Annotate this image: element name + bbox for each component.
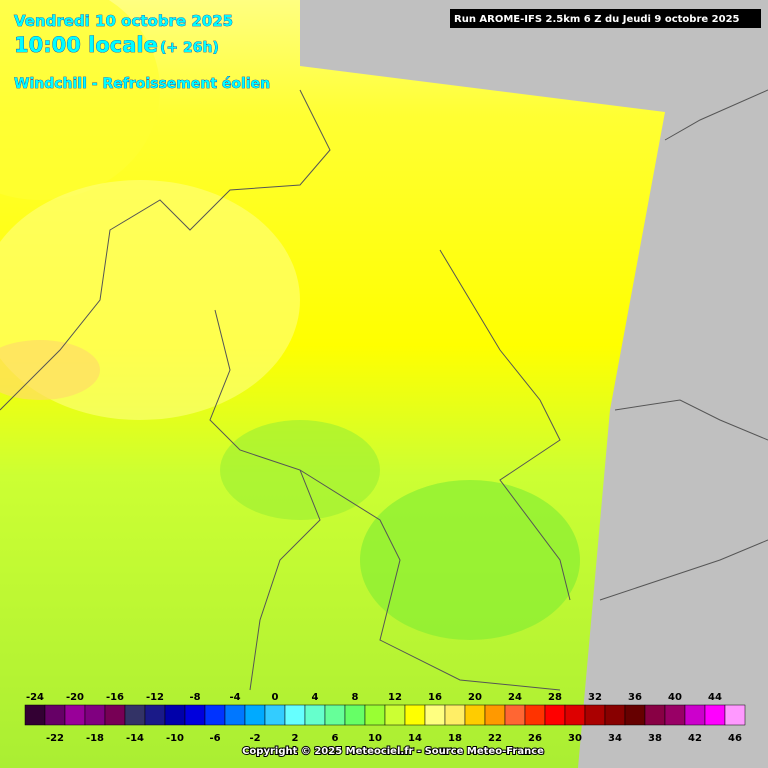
legend: -24-22-20-18-16-14-12-10-8-6-4-202468101… [24,692,746,744]
legend-swatch [644,704,666,726]
legend-swatch [684,704,706,726]
legend-label: 36 [628,692,642,703]
legend-label: -6 [209,733,220,744]
legend-label: 30 [568,733,582,744]
legend-label: 42 [688,733,702,744]
legend-label: 38 [648,733,662,744]
legend-label: 14 [408,733,422,744]
date: Vendredi 10 octobre 2025 [14,12,233,30]
field-area [360,480,580,640]
legend-label: 34 [608,733,622,744]
legend-swatch [364,704,386,726]
field-area [0,0,160,200]
legend-label: -12 [146,692,164,703]
legend-swatch [64,704,86,726]
legend-label: 46 [728,733,742,744]
legend-swatch [444,704,466,726]
legend-swatch [544,704,566,726]
legend-label: 10 [368,733,382,744]
legend-swatch [164,704,186,726]
legend-swatch [464,704,486,726]
legend-label: 0 [272,692,279,703]
legend-label: -16 [106,692,124,703]
legend-swatch [664,704,686,726]
legend-label: 18 [448,733,462,744]
legend-label: 22 [488,733,502,744]
legend-swatch [524,704,546,726]
legend-swatch [84,704,106,726]
legend-swatch [244,704,266,726]
legend-swatch [264,704,286,726]
legend-label: 2 [292,733,299,744]
legend-label: -4 [229,692,240,703]
legend-label: 20 [468,692,482,703]
legend-label: 6 [332,733,339,744]
legend-label: -14 [126,733,144,744]
legend-label: -8 [189,692,200,703]
legend-swatch [284,704,306,726]
legend-label: -24 [26,692,44,703]
legend-swatch [304,704,326,726]
legend-swatch [564,704,586,726]
legend-label: -2 [249,733,260,744]
parameter: Windchill - Refroissement éolien [14,76,270,92]
legend-label: 12 [388,692,402,703]
legend-swatch [104,704,126,726]
legend-label: -22 [46,733,64,744]
legend-swatch [344,704,366,726]
legend-swatch [44,704,66,726]
legend-label: 28 [548,692,562,703]
legend-label: 4 [312,692,319,703]
lead-time: (+ 26h) [160,40,219,56]
legend-label: 16 [428,692,442,703]
legend-swatch [224,704,246,726]
legend-label: 24 [508,692,522,703]
legend-swatch [604,704,626,726]
legend-swatch [584,704,606,726]
legend-label: 32 [588,692,602,703]
legend-swatch [704,704,726,726]
legend-label: -10 [166,733,184,744]
legend-swatch [384,704,406,726]
legend-swatch [404,704,426,726]
legend-swatch [124,704,146,726]
legend-swatch [24,704,46,726]
legend-swatch [184,704,206,726]
legend-label: 8 [352,692,359,703]
legend-swatch [324,704,346,726]
legend-label: -20 [66,692,84,703]
legend-swatch [504,704,526,726]
legend-swatch [624,704,646,726]
borders [0,89,768,691]
run-box [450,9,761,28]
legend-swatch [144,704,166,726]
legend-label: 44 [708,692,722,703]
run-info: Run AROME-IFS 2.5km 6 Z du Jeudi 9 octob… [454,14,740,25]
legend-swatch [724,704,746,726]
copyright: Copyright © 2025 Meteociel.fr - Source M… [242,746,544,757]
legend-label: 26 [528,733,542,744]
legend-swatch [204,704,226,726]
legend-label: -18 [86,733,104,744]
legend-swatch [484,704,506,726]
legend-swatch [424,704,446,726]
time: 10:00 locale [14,33,158,57]
legend-label: 40 [668,692,682,703]
